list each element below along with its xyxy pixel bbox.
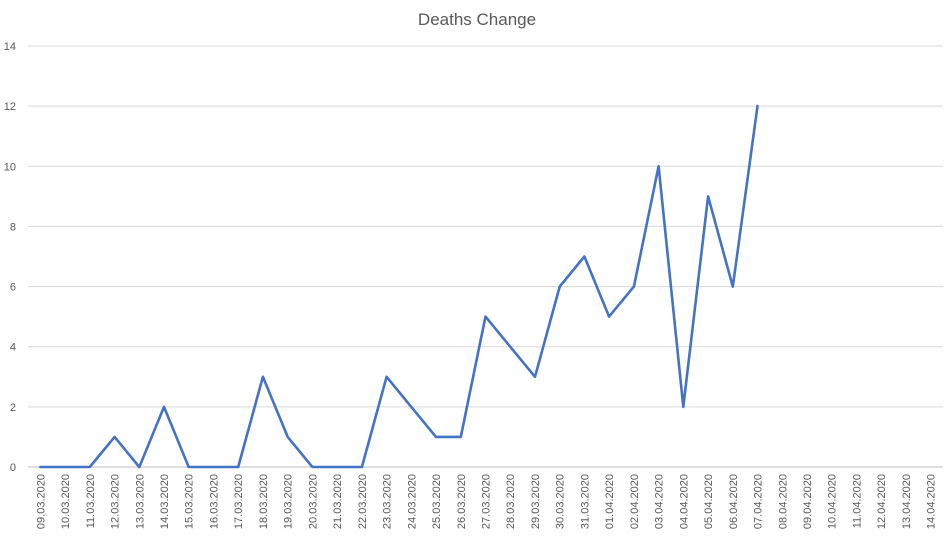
series-line	[39, 104, 759, 469]
x-tick-label: 15.03.2020	[184, 474, 196, 529]
x-tick-label: 09.04.2020	[802, 474, 814, 529]
x-tick-label: 14.04.2020	[926, 474, 938, 529]
x-tick-label: 25.03.2020	[431, 474, 443, 529]
x-tick-label: 28.03.2020	[505, 474, 517, 529]
x-tick-label: 11.04.2020	[851, 474, 863, 528]
y-axis-ticks: 0 2 4 6 8 10 12 14	[4, 41, 16, 474]
y-tick-label: 4	[10, 342, 16, 354]
x-axis-ticks: 09.03.2020 10.03.2020 11.03.2020 12.03.2020…	[35, 474, 937, 529]
x-tick-label: 31.03.2020	[579, 474, 591, 529]
x-tick-label: 18.03.2020	[258, 474, 270, 529]
y-tick-label: 10	[4, 161, 16, 173]
x-tick-label: 13.04.2020	[901, 474, 913, 529]
x-tick-label: 24.03.2020	[406, 474, 418, 529]
x-tick-label: 27.03.2020	[481, 474, 493, 529]
x-tick-label: 10.03.2020	[60, 474, 72, 529]
x-tick-label: 26.03.2020	[456, 474, 468, 529]
x-tick-label: 07.04.2020	[753, 474, 765, 529]
x-tick-label: 03.04.2020	[654, 474, 666, 529]
x-tick-label: 05.04.2020	[703, 474, 715, 529]
x-tick-label: 04.04.2020	[678, 474, 690, 529]
y-tick-label: 8	[10, 221, 16, 233]
y-tick-label: 6	[10, 282, 16, 294]
x-tick-label: 17.03.2020	[233, 474, 245, 529]
series-layer	[39, 104, 759, 469]
x-tick-label: 16.03.2020	[208, 474, 220, 529]
chart-title: Deaths Change	[418, 10, 536, 29]
y-tick-label: 14	[4, 41, 16, 53]
x-tick-label: 11.03.2020	[85, 474, 97, 528]
x-tick-label: 10.04.2020	[827, 474, 839, 529]
x-tick-label: 20.03.2020	[307, 474, 319, 529]
x-tick-label: 30.03.2020	[555, 474, 567, 529]
x-tick-label: 21.03.2020	[332, 474, 344, 529]
gridlines	[28, 45, 943, 468]
x-tick-label: 12.04.2020	[876, 474, 888, 529]
x-tick-label: 19.03.2020	[283, 474, 295, 529]
x-tick-label: 06.04.2020	[728, 474, 740, 529]
x-tick-label: 09.03.2020	[35, 474, 47, 529]
y-tick-label: 0	[10, 462, 16, 474]
x-tick-label: 08.04.2020	[777, 474, 789, 529]
x-tick-label: 01.04.2020	[604, 474, 616, 529]
x-tick-label: 22.03.2020	[357, 474, 369, 529]
x-tick-label: 13.03.2020	[134, 474, 146, 529]
x-tick-label: 29.03.2020	[530, 474, 542, 529]
x-tick-label: 02.04.2020	[629, 474, 641, 529]
y-tick-label: 2	[10, 402, 16, 414]
y-tick-label: 12	[4, 101, 16, 113]
x-tick-label: 14.03.2020	[159, 474, 171, 529]
x-tick-label: 23.03.2020	[382, 474, 394, 529]
x-tick-label: 12.03.2020	[110, 474, 122, 529]
